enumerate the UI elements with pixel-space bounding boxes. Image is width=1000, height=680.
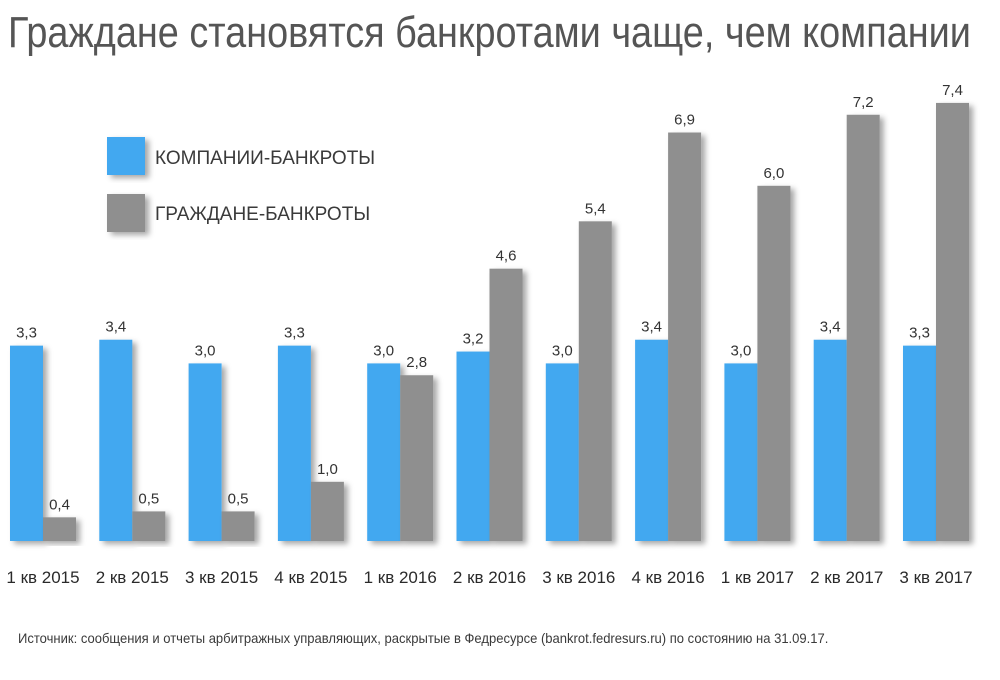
value-label-citizens-11: 7,4 bbox=[942, 82, 963, 99]
bar-citizens-10 bbox=[846, 114, 880, 541]
category-label-10: 2 кв 2017 bbox=[810, 568, 883, 587]
category-label-6: 2 кв 2016 bbox=[453, 568, 526, 587]
legend-label-citizens: ГРАЖДАНЕ-БАНКРОТЫ bbox=[155, 204, 370, 225]
legend-swatch-citizens bbox=[107, 194, 145, 232]
category-label-1: 1 кв 2015 bbox=[6, 568, 79, 587]
legend: КОМПАНИИ-БАНКРОТЫ ГРАЖДАНЕ-БАНКРОТЫ bbox=[107, 137, 375, 232]
bar-citizens-9 bbox=[757, 185, 791, 542]
value-label-citizens-8: 6,9 bbox=[674, 112, 695, 129]
legend-label-companies: КОМПАНИИ-БАНКРОТЫ bbox=[155, 148, 375, 169]
value-label-companies-4: 3,3 bbox=[284, 325, 305, 342]
value-label-companies-3: 3,0 bbox=[195, 342, 216, 359]
category-label-9: 1 кв 2017 bbox=[721, 568, 794, 587]
category-label-4: 4 кв 2015 bbox=[274, 568, 347, 587]
value-label-companies-5: 3,0 bbox=[373, 342, 394, 359]
bar-citizens-3 bbox=[221, 511, 255, 541]
value-label-citizens-1: 0,4 bbox=[49, 496, 70, 513]
value-label-companies-8: 3,4 bbox=[641, 319, 662, 336]
category-label-11: 3 кв 2017 bbox=[899, 568, 972, 587]
value-label-companies-2: 3,4 bbox=[105, 319, 126, 336]
legend-swatch-companies bbox=[107, 137, 145, 175]
value-label-companies-6: 3,2 bbox=[463, 331, 484, 348]
bars bbox=[10, 102, 969, 542]
bar-citizens-11 bbox=[936, 102, 969, 542]
bar-companies-4 bbox=[277, 345, 311, 541]
source-note: Источник: сообщения и отчеты арбитражных… bbox=[18, 630, 829, 646]
bar-companies-5 bbox=[367, 363, 401, 541]
value-labels: 3,3 0,4 3,4 0,5 3,0 0,5 3,3 1,0 3,0 2,8 3,2 4,6 3,0 5… bbox=[16, 82, 963, 513]
bar-companies-6 bbox=[456, 351, 490, 541]
value-label-citizens-4: 1,0 bbox=[317, 461, 338, 478]
bar-companies-3 bbox=[188, 363, 222, 541]
bar-companies-2 bbox=[99, 339, 133, 541]
category-label-8: 4 кв 2016 bbox=[631, 568, 704, 587]
value-label-citizens-6: 4,6 bbox=[496, 248, 517, 265]
bar-companies-11 bbox=[903, 345, 936, 541]
chart-title: Граждане становятся банкротами чаще, чем… bbox=[8, 8, 971, 57]
bar-citizens-8 bbox=[668, 132, 702, 541]
value-label-citizens-10: 7,2 bbox=[853, 94, 874, 111]
value-label-citizens-2: 0,5 bbox=[138, 490, 159, 507]
bar-citizens-7 bbox=[578, 221, 612, 541]
value-label-citizens-9: 6,0 bbox=[763, 165, 784, 182]
value-label-citizens-7: 5,4 bbox=[585, 200, 606, 217]
category-label-3: 3 кв 2015 bbox=[185, 568, 258, 587]
bar-companies-7 bbox=[545, 363, 579, 541]
category-label-5: 1 кв 2016 bbox=[364, 568, 437, 587]
value-label-companies-11: 3,3 bbox=[909, 325, 930, 342]
bar-companies-1 bbox=[10, 345, 43, 541]
bar-citizens-4 bbox=[310, 481, 344, 541]
category-labels: 1 кв 2015 2 кв 2015 3 кв 2015 4 кв 2015 1 кв… bbox=[6, 568, 972, 587]
bar-citizens-5 bbox=[400, 375, 434, 541]
bar-companies-9 bbox=[724, 363, 758, 541]
value-label-companies-7: 3,0 bbox=[552, 342, 573, 359]
bar-companies-10 bbox=[813, 339, 847, 541]
category-label-2: 2 кв 2015 bbox=[96, 568, 169, 587]
bar-citizens-6 bbox=[489, 268, 523, 541]
bar-companies-8 bbox=[635, 339, 669, 541]
bar-citizens-1 bbox=[43, 517, 76, 541]
value-label-citizens-3: 0,5 bbox=[228, 490, 249, 507]
value-label-companies-1: 3,3 bbox=[16, 325, 37, 342]
bar-citizens-2 bbox=[132, 511, 166, 541]
category-label-7: 3 кв 2016 bbox=[542, 568, 615, 587]
value-label-citizens-5: 2,8 bbox=[406, 354, 427, 371]
value-label-companies-10: 3,4 bbox=[820, 319, 841, 336]
value-label-companies-9: 3,0 bbox=[730, 342, 751, 359]
